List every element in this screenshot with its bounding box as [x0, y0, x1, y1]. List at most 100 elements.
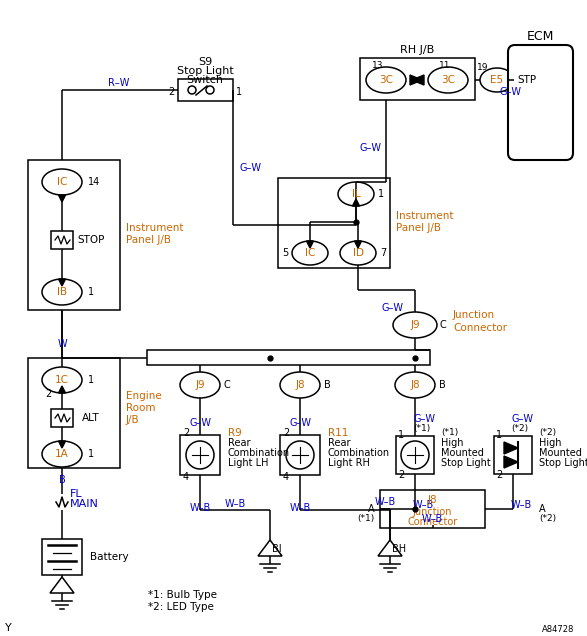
Ellipse shape [286, 441, 314, 469]
Text: B: B [439, 380, 446, 390]
Text: G–W: G–W [359, 143, 381, 153]
Ellipse shape [338, 182, 374, 206]
Text: G–W: G–W [239, 163, 261, 173]
Text: 1: 1 [88, 449, 94, 459]
Text: 5: 5 [282, 248, 288, 258]
Text: S9: S9 [198, 57, 212, 67]
Text: 1: 1 [88, 375, 94, 385]
Bar [177, 79, 232, 101]
Text: Mounted: Mounted [441, 448, 484, 458]
Ellipse shape [42, 367, 82, 393]
Text: 1: 1 [235, 87, 242, 97]
Text: Junction: Junction [453, 310, 495, 320]
Text: (*2): (*2) [539, 515, 556, 523]
Ellipse shape [428, 67, 468, 93]
Polygon shape [59, 195, 66, 202]
Text: (*2): (*2) [539, 429, 556, 438]
Text: BH: BH [392, 544, 406, 554]
Text: RH J/B: RH J/B [400, 45, 434, 55]
Text: Connector: Connector [453, 323, 507, 333]
Text: R11: R11 [328, 428, 348, 438]
Text: J8: J8 [428, 495, 437, 505]
Text: Y: Y [5, 623, 11, 633]
Bar [280, 435, 320, 475]
Text: High: High [539, 438, 562, 448]
Text: W–B: W–B [289, 503, 311, 513]
Text: Stop Light: Stop Light [441, 458, 491, 468]
Text: 2: 2 [283, 428, 289, 438]
Text: J8: J8 [295, 380, 305, 390]
Text: IB: IB [57, 287, 67, 297]
Bar [28, 358, 120, 468]
Text: W–B: W–B [224, 499, 245, 509]
Text: 7: 7 [380, 248, 386, 258]
Bar [380, 490, 485, 528]
Text: W–B: W–B [413, 500, 434, 510]
Text: ECM: ECM [527, 29, 554, 43]
Text: J8: J8 [410, 380, 420, 390]
Ellipse shape [206, 86, 214, 94]
Text: 13: 13 [372, 62, 384, 71]
Bar [494, 436, 532, 474]
Text: IL: IL [352, 189, 360, 199]
Text: Combination: Combination [328, 448, 390, 458]
Bar [278, 178, 390, 268]
Polygon shape [504, 456, 518, 468]
Text: FL: FL [70, 489, 83, 499]
Ellipse shape [188, 86, 196, 94]
Ellipse shape [480, 68, 514, 92]
Text: 1C: 1C [55, 375, 69, 385]
Text: Instrument: Instrument [126, 223, 184, 233]
Polygon shape [353, 199, 359, 206]
Text: Switch: Switch [187, 75, 224, 85]
Text: Room: Room [126, 403, 156, 413]
Text: B: B [324, 380, 330, 390]
Text: *1: Bulb Type: *1: Bulb Type [148, 590, 217, 600]
Ellipse shape [42, 441, 82, 467]
Text: 1: 1 [496, 430, 502, 440]
Text: E5: E5 [490, 75, 504, 85]
Ellipse shape [186, 441, 214, 469]
Text: Instrument: Instrument [396, 211, 454, 221]
Text: IC: IC [57, 177, 67, 187]
Text: High: High [441, 438, 464, 448]
Bar [51, 409, 73, 427]
Text: Panel J/B: Panel J/B [396, 223, 441, 233]
Text: G–W: G–W [189, 418, 211, 428]
Text: (*1): (*1) [357, 515, 375, 523]
Text: 3C: 3C [379, 75, 393, 85]
Text: J9: J9 [195, 380, 205, 390]
Text: 1: 1 [398, 430, 404, 440]
Text: (*1): (*1) [413, 424, 430, 432]
Text: 2: 2 [496, 470, 502, 480]
Text: MAIN: MAIN [70, 499, 99, 509]
Text: 1A: 1A [55, 449, 69, 459]
Polygon shape [504, 442, 518, 454]
Text: Junction: Junction [413, 507, 452, 517]
Text: Panel J/B: Panel J/B [126, 235, 171, 245]
Text: G–W: G–W [499, 87, 521, 97]
Ellipse shape [340, 241, 376, 265]
Text: 11: 11 [439, 62, 451, 71]
Bar [396, 436, 434, 474]
Bar [51, 231, 73, 249]
Text: Light LH: Light LH [228, 458, 268, 468]
Text: B: B [59, 475, 65, 485]
Text: ALT: ALT [82, 413, 100, 423]
Text: 2: 2 [168, 87, 174, 97]
Text: (*1): (*1) [441, 429, 458, 438]
Polygon shape [59, 386, 66, 393]
Bar [147, 350, 430, 365]
Bar [180, 435, 220, 475]
Text: 4: 4 [283, 472, 289, 482]
Text: A: A [369, 504, 375, 514]
Ellipse shape [393, 312, 437, 338]
Text: Stop Light: Stop Light [539, 458, 587, 468]
Text: Rear: Rear [228, 438, 251, 448]
Text: 19: 19 [477, 62, 489, 71]
Text: W: W [57, 339, 67, 349]
Text: (*2): (*2) [511, 424, 528, 432]
Text: A84728: A84728 [542, 625, 574, 635]
Ellipse shape [280, 372, 320, 398]
Text: Connector: Connector [407, 517, 458, 527]
